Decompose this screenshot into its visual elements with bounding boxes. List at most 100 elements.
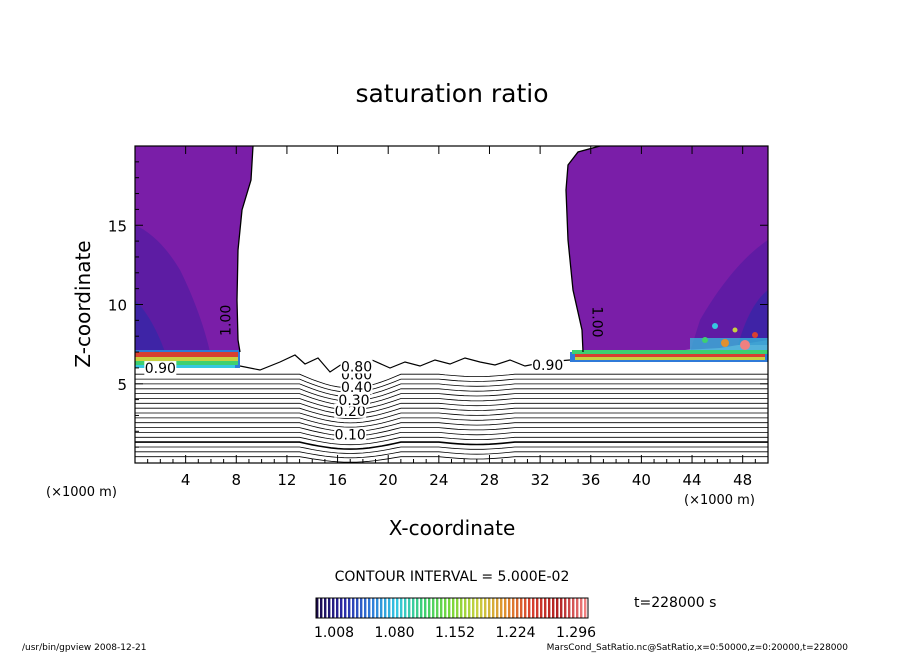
- contour-boundary-right: [565, 146, 601, 353]
- colorbar-strip: [560, 598, 563, 618]
- footer-left: /usr/bin/gpview 2008-12-21: [22, 643, 146, 653]
- contour-label: 0.40: [341, 380, 372, 396]
- colorbar-strip: [472, 598, 475, 618]
- x-tick-label: 12: [277, 471, 296, 489]
- contour-label-bg: [144, 361, 177, 376]
- contour-label-bg: [340, 359, 373, 374]
- contour-line: [135, 398, 768, 411]
- contour-lines: [135, 373, 768, 463]
- supersaturation-shading-left: [135, 225, 210, 352]
- colorbar-strip: [436, 598, 439, 618]
- contour-line: [135, 422, 768, 433]
- contour-line: [135, 412, 768, 424]
- contour-cloud-base: [239, 354, 571, 373]
- contour-line: [135, 417, 768, 428]
- colorbar-strip: [524, 598, 527, 618]
- colorbar-strip: [556, 598, 559, 618]
- contour-label-bg: [334, 403, 367, 418]
- x-tick-label: 32: [531, 471, 550, 489]
- colorbar-tick-labels: 1.008 1.080 1.152 1.224 1.296: [314, 625, 596, 641]
- time-label: t=228000 s: [634, 595, 716, 611]
- colorbar-strip: [316, 598, 319, 618]
- colorbar-strip: [348, 598, 351, 618]
- contour-line: [135, 407, 768, 419]
- colorbar-strip: [540, 598, 543, 618]
- contour-boundary-left: [236, 146, 254, 353]
- colorbar-strip: [484, 598, 487, 618]
- colorbar-strip: [440, 598, 443, 618]
- x-tick-label: 16: [328, 471, 347, 489]
- colorbar-strip: [320, 598, 323, 618]
- colorbar-strip: [488, 598, 491, 618]
- colorbar-strip: [344, 598, 347, 618]
- colorbar-tick-label: 1.008: [314, 625, 354, 641]
- supersaturation-shading-left-inner: [135, 300, 165, 352]
- contour-line: [135, 383, 768, 398]
- colorbar-strip: [520, 598, 523, 618]
- contour-line: [135, 436, 768, 446]
- colorbar-strip: [424, 598, 427, 618]
- colorbar-strip: [544, 598, 547, 618]
- colorbar-strip: [516, 598, 519, 618]
- contour-line: [135, 373, 768, 389]
- colorbar-strip: [416, 598, 419, 618]
- colorbar-strip: [460, 598, 463, 618]
- contour-label: 0.90: [532, 358, 563, 374]
- colorbar-tick-label: 1.080: [374, 625, 414, 641]
- colorbar-strip: [500, 598, 503, 618]
- contour-line: [135, 388, 768, 402]
- contour-label: 0.20: [335, 404, 366, 420]
- colorbar-strip: [564, 598, 567, 618]
- colorbar-strip: [536, 598, 539, 618]
- colorbar-strip: [504, 598, 507, 618]
- x-tick-label: 20: [379, 471, 398, 489]
- supersaturation-shading-right-inner: [738, 290, 768, 345]
- colorbar-strip: [468, 598, 471, 618]
- contour-line: [135, 432, 768, 441]
- x-axis-ticks: 4 8 12 16 20 24 28 32 36 40 44 48: [147, 146, 756, 489]
- footer-right: MarsCond_SatRatio.nc@SatRatio,x=0:50000,…: [547, 643, 849, 653]
- colorbar-strip: [428, 598, 431, 618]
- x-tick-label: 44: [682, 471, 701, 489]
- colorbar-frame: [315, 597, 589, 619]
- contour-line: [135, 441, 768, 450]
- y-tick-label: 15: [108, 217, 127, 235]
- contour-label: 0.10: [335, 428, 366, 444]
- colorbar-strip: [352, 598, 355, 618]
- colorbar-strip: [568, 598, 571, 618]
- contour-line: [135, 456, 768, 463]
- colorbar-strip: [408, 598, 411, 618]
- contour-label-bg: [531, 357, 564, 372]
- colorbar-strip: [388, 598, 391, 618]
- cloud-base-band-right: [570, 323, 768, 362]
- colorbar-strip: [572, 598, 575, 618]
- colorbar-strip: [552, 598, 555, 618]
- colorbar-strip: [380, 598, 383, 618]
- colorbar-strip: [404, 598, 407, 618]
- x-tick-label: 28: [480, 471, 499, 489]
- contour-label: 0.90: [145, 361, 176, 377]
- y-axis-ticks: 5 10 15: [108, 161, 768, 448]
- colorbar-strip: [400, 598, 403, 618]
- colorbar-strip: [392, 598, 395, 618]
- colorbar-strip: [512, 598, 515, 618]
- contour-line: [135, 378, 768, 393]
- contour-label: 0.30: [338, 393, 369, 409]
- x-tick-label: 4: [181, 471, 191, 489]
- colorbar-strip: [324, 598, 327, 618]
- x-tick-label: 40: [632, 471, 651, 489]
- colorbar-tick-label: 1.296: [556, 625, 596, 641]
- colorbar-strip: [340, 598, 343, 618]
- contour-label: 1.00: [219, 305, 235, 336]
- colorbar-strip: [328, 598, 331, 618]
- colorbar-strip: [432, 598, 435, 618]
- contour-line: [135, 427, 768, 437]
- colorbar-strip: [368, 598, 371, 618]
- contour-label-bg: [338, 392, 371, 407]
- contour-interval-text: CONTOUR INTERVAL = 5.000E-02: [335, 569, 570, 585]
- contour-labels: 0.100.200.300.400.600.800.90 0.901.00 1.00: [144, 305, 605, 444]
- colorbar-strip: [576, 598, 579, 618]
- colorbar-strip: [420, 598, 423, 618]
- contour-line: [135, 402, 768, 415]
- y-tick-label: 10: [108, 297, 127, 315]
